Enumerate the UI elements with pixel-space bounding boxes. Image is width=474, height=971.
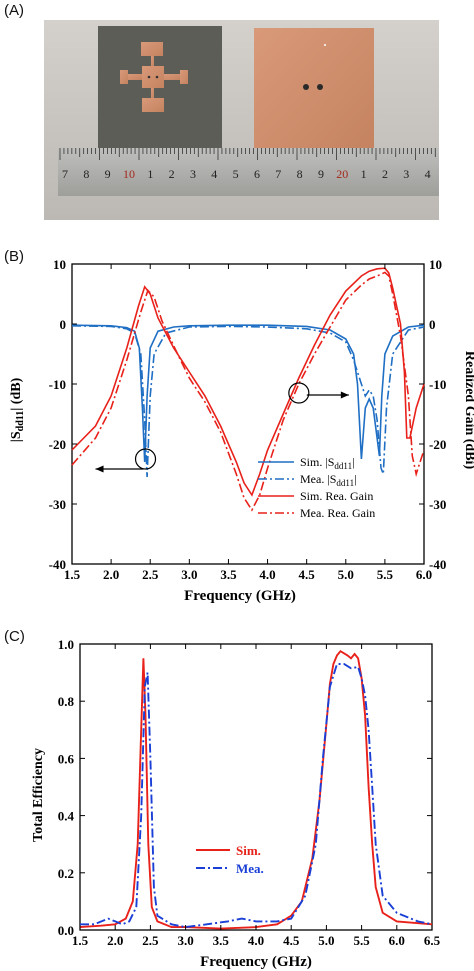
chart-b-x-tick: 5.5 xyxy=(377,567,394,582)
ruler-number: 3 xyxy=(403,167,409,181)
panel-b-label: (B) xyxy=(4,248,24,265)
board-back xyxy=(254,28,374,156)
chart-c-x-tick: 3.5 xyxy=(213,933,230,948)
chart-b-y-tick-right: -20 xyxy=(429,437,446,452)
ruler-number: 4 xyxy=(211,167,217,181)
ruler-number: 6 xyxy=(254,167,260,181)
ruler-number: 3 xyxy=(190,167,196,181)
chart-c-x-tick: 4.0 xyxy=(248,933,264,948)
ruler-number: 4 xyxy=(425,167,431,181)
chart-c: 1.5 2.0 2.5 3.0 3.5 4.0 4.5 5.0 5.5 6.0 6.5 0.0 0.2 0… xyxy=(31,637,441,970)
chart-b-x-tick: 2.5 xyxy=(142,567,159,582)
ruler-number: 1 xyxy=(147,167,153,181)
ruler-number: 8 xyxy=(297,167,303,181)
chart-c-y-tick: 0.8 xyxy=(58,694,75,709)
chart-b-y-tick-left: -10 xyxy=(49,377,66,392)
chart-b-y-tick-right: -40 xyxy=(429,557,446,572)
ruler-number: 7 xyxy=(62,167,68,181)
chart-c-y-tick: 1.0 xyxy=(58,637,74,652)
chart-b-y-tick-left: -20 xyxy=(49,437,66,452)
antenna-photo-drawing: 7 8 9 10 1 2 3 4 5 6 7 8 9 20 1 2 3 4 xyxy=(44,20,439,220)
chart-b-y-tick-right: -10 xyxy=(429,377,446,392)
chart-c-x-tick: 6.5 xyxy=(424,933,441,948)
chart-b-x-tick: 5.0 xyxy=(338,567,354,582)
panel-a-label: (A) xyxy=(4,2,24,19)
chart-b-ylabel-left: |Sdd11| (dB) xyxy=(9,377,26,442)
chart-b-x-tick: 4.0 xyxy=(259,567,275,582)
chart-b-y-tick-right: 10 xyxy=(429,257,442,272)
ruler xyxy=(58,148,439,196)
chart-c-y-tick: 0.0 xyxy=(58,923,74,938)
ruler-number: 20 xyxy=(336,167,348,181)
chart-c-series-line-0 xyxy=(79,649,433,930)
chart-c-x-tick: 1.5 xyxy=(72,933,89,948)
chart-b-series-line-1 xyxy=(71,325,425,478)
chart-b-xlabel: Frequency (GHz) xyxy=(184,588,296,604)
chart-b-legend-label: Mea. Rea. Gain xyxy=(300,506,375,520)
chart-c-legend-label: Mea. xyxy=(236,861,264,876)
chart-b-series-line-2 xyxy=(71,267,425,497)
chart-b-x-tick: 3.5 xyxy=(220,567,237,582)
chart-b-x-tick: 2.0 xyxy=(103,567,119,582)
chart-c-series-line-1 xyxy=(80,663,433,929)
patch-antenna xyxy=(120,42,188,112)
chart-c-y-tick: 0.6 xyxy=(58,751,75,766)
chart-b-x-tick: 3.0 xyxy=(181,567,197,582)
chart-c-y-tick: 0.2 xyxy=(58,866,74,881)
chart-b-annotation-circle xyxy=(288,382,310,404)
ruler-number: 2 xyxy=(382,167,388,181)
antenna-photo: 7 8 9 10 1 2 3 4 5 6 7 8 9 20 1 2 3 4 xyxy=(44,20,439,220)
chart-b-y-tick-left: 10 xyxy=(53,257,66,272)
chart-c-x-tick: 2.0 xyxy=(107,933,123,948)
chart-c-x-tick: 5.0 xyxy=(318,933,334,948)
chart-b-frame xyxy=(71,263,425,565)
chart-b-annotation-circle xyxy=(134,448,157,470)
chart-c-frame xyxy=(79,643,433,931)
chart-b: 1.5 2.0 2.5 3.0 3.5 4.0 4.5 5.0 5.5 6.0 10 0 -10 -20 -… xyxy=(9,257,474,604)
chart-b-y-tick-right: 0 xyxy=(429,317,436,332)
chart-c-ylabel: Total Efficiency xyxy=(31,748,46,842)
ruler-number: 10 xyxy=(123,167,135,181)
chart-b-series-line-0 xyxy=(71,324,425,463)
chart-b-legend-label: Sim. Rea. Gain xyxy=(300,489,373,503)
chart-b-y-tick-left: 0 xyxy=(60,317,67,332)
ruler-number: 8 xyxy=(83,167,89,181)
chart-b-x-tick: 4.5 xyxy=(299,567,316,582)
chart-c-x-tick: 2.5 xyxy=(142,933,159,948)
chart-c-x-tick: 6.0 xyxy=(389,933,405,948)
ruler-number: 9 xyxy=(318,167,324,181)
feed-hole xyxy=(303,84,309,90)
chart-b-x-tick: 1.5 xyxy=(64,567,81,582)
chart-b-ylabel-right: Realized Gain (dBi) xyxy=(462,351,474,470)
chart-c-x-tick: 4.5 xyxy=(283,933,300,948)
chart-b-y-tick-left: -30 xyxy=(49,497,66,512)
chart-c-y-tick: 0.4 xyxy=(58,809,75,824)
chart-c-xlabel: Frequency (GHz) xyxy=(200,954,312,970)
panel-c-label: (C) xyxy=(4,628,25,645)
chart-c-x-tick: 3.0 xyxy=(177,933,193,948)
chart-b-y-tick-right: -30 xyxy=(429,497,446,512)
chart-c-x-tick: 5.5 xyxy=(353,933,370,948)
chart-b-y-tick-left: -40 xyxy=(49,557,66,572)
feed-hole xyxy=(317,84,323,90)
chart-c-legend-label: Sim. xyxy=(236,843,261,858)
ruler-number: 7 xyxy=(275,167,281,181)
chart-b-x-tick: 6.0 xyxy=(416,567,432,582)
chart-b-legend-label: Sim. |Sdd11| xyxy=(300,455,355,471)
ruler-number: 2 xyxy=(169,167,175,181)
ruler-number: 5 xyxy=(233,167,239,181)
chart-b-legend-label: Mea. |Sdd11| xyxy=(300,472,356,488)
chart-b-series-line-3 xyxy=(71,271,425,512)
ruler-number: 9 xyxy=(105,167,111,181)
ruler-number: 1 xyxy=(361,167,367,181)
